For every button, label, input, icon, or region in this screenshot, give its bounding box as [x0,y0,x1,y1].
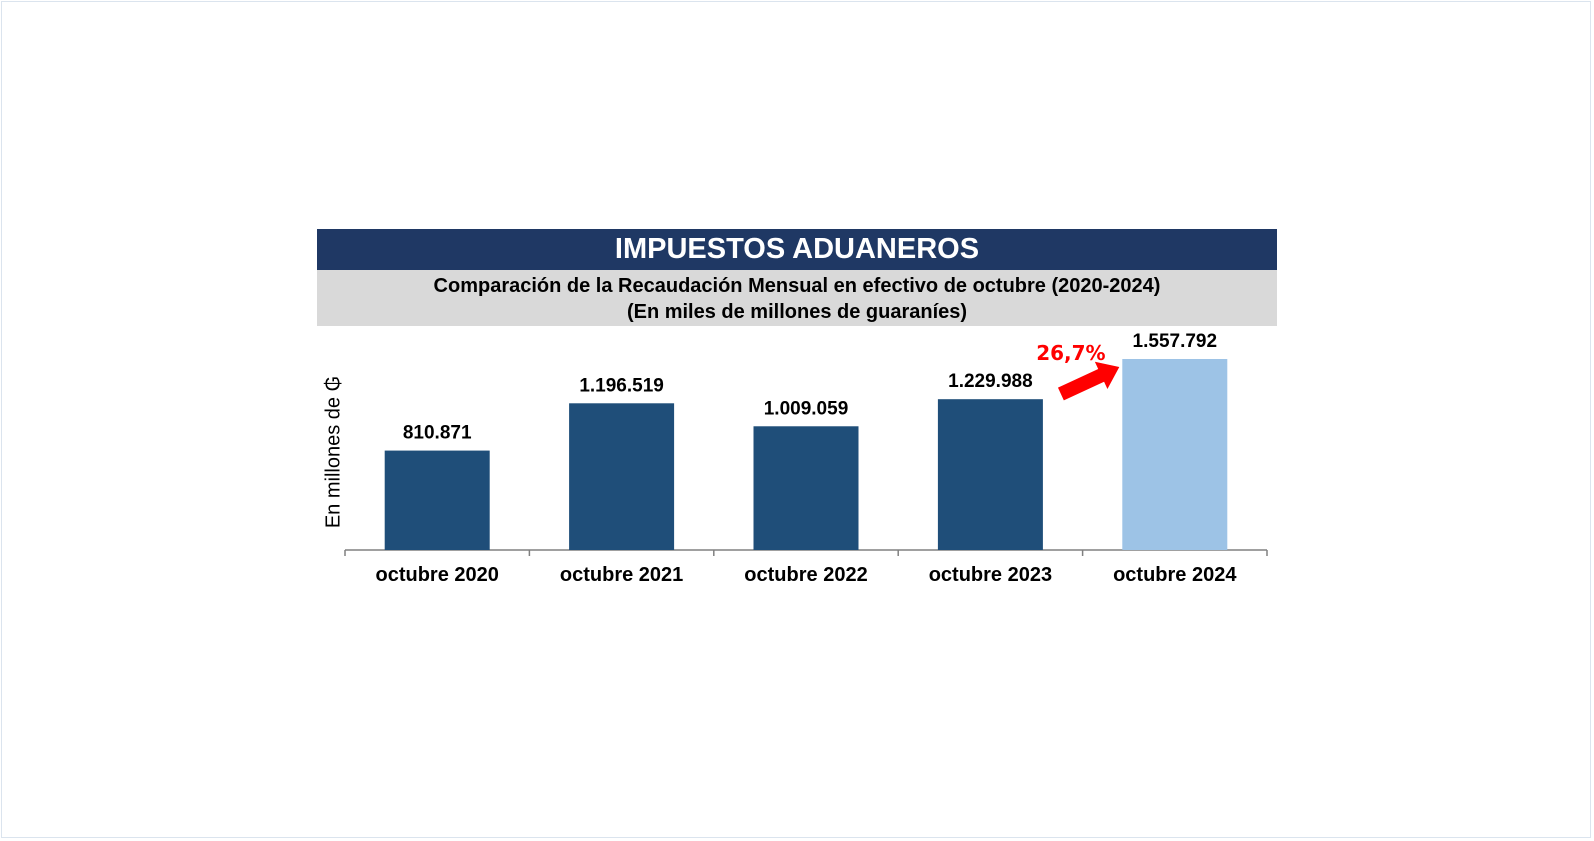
growth-arrow-icon [1057,361,1120,401]
growth-percentage-label: 26,7% [1036,341,1105,365]
x-tick-label: octubre 2020 [376,564,499,586]
bar-octubre-2022 [753,426,859,550]
bar-octubre-2020 [384,450,490,550]
bar-value-label: 810.871 [403,423,472,444]
bar-value-label: 1.009.059 [764,398,849,419]
bar-value-label: 1.229.988 [948,371,1033,392]
chart-subtitle-line2: (En miles de millones de guaraníes) [626,301,968,323]
bar-octubre-2021 [569,403,675,550]
bar-octubre-2023 [937,399,1043,550]
bar-value-label: 1.557.792 [1133,331,1218,352]
chart-banner-title: IMPUESTOS ADUANEROS [317,229,1277,270]
bar-value-label: 1.196.519 [579,375,664,396]
growth-arrow-shape [1057,361,1120,401]
x-tick-label: octubre 2021 [560,564,683,586]
x-tick-label: octubre 2023 [929,564,1052,586]
x-tick-label: octubre 2024 [1113,564,1237,586]
bar-octubre-2024 [1122,359,1228,550]
x-tick-label: octubre 2022 [744,564,867,586]
chart-subtitle-line1: Comparación de la Recaudación Mensual en… [433,275,1161,297]
chart-subtitle: Comparación de la Recaudación Mensual en… [317,270,1277,326]
